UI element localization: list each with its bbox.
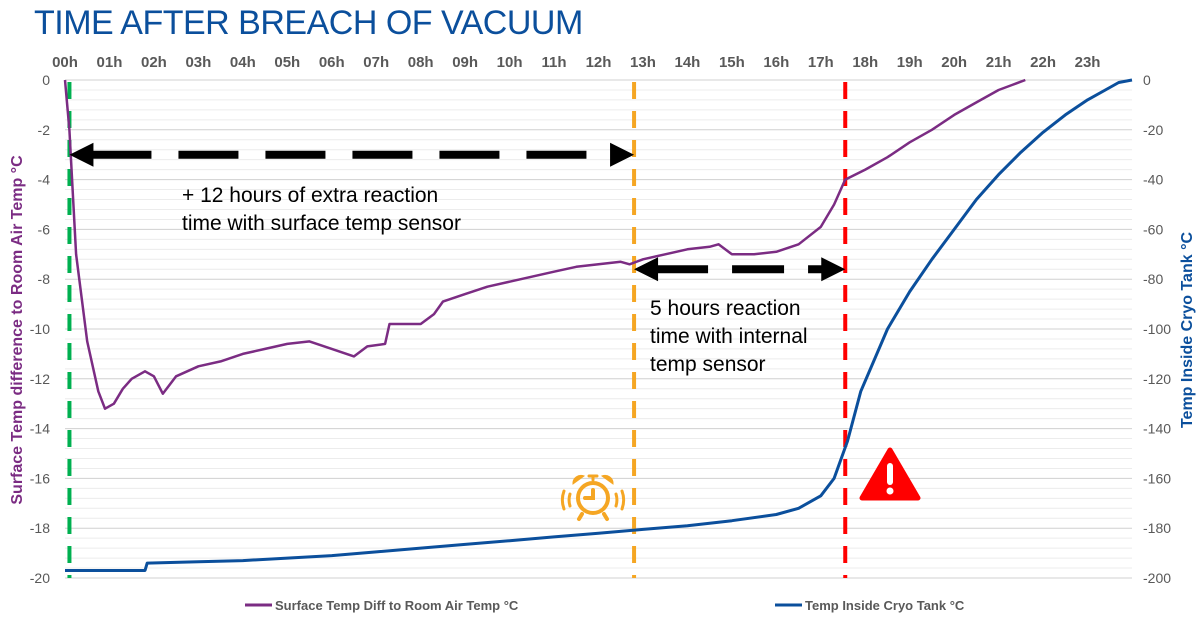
y-right-tick-label: -180 <box>1143 520 1171 536</box>
y-left-tick-label: -16 <box>30 470 50 486</box>
annotation-text: time with internal <box>650 325 808 348</box>
annotation-text: time with surface temp sensor <box>182 212 461 235</box>
warning-triangle-icon <box>859 447 921 501</box>
legend-label-tank: Temp Inside Cryo Tank °C <box>805 598 965 613</box>
x-tick-label: 13h <box>630 54 656 71</box>
y-left-tick-label: -4 <box>38 172 51 188</box>
series-lines <box>63 78 1133 572</box>
annotation-text: 5 hours reaction <box>650 297 801 320</box>
y-right-tick-label: -60 <box>1143 221 1163 237</box>
x-tick-label: 05h <box>274 54 300 71</box>
series-line-surface-temp <box>63 78 1026 410</box>
x-tick-label: 16h <box>763 54 789 71</box>
y-left-tick-label: -18 <box>30 520 50 536</box>
x-tick-label: 21h <box>986 54 1012 71</box>
annotation-text: temp sensor <box>650 353 766 376</box>
x-tick-label: 02h <box>141 54 167 71</box>
y-left-tick-label: 0 <box>42 72 50 88</box>
chart-title: TIME AFTER BREACH OF VACUUM <box>34 4 583 42</box>
y-right-tick-label: -200 <box>1143 570 1171 586</box>
y-right-tick-label: -100 <box>1143 321 1171 337</box>
y-left-tick-label: -12 <box>30 371 50 387</box>
arrow-head-left <box>69 142 94 167</box>
annotation-text: + 12 hours of extra reaction <box>182 184 438 207</box>
y-right-tick-label: -160 <box>1143 470 1171 486</box>
y-right-tick-label: 0 <box>1143 72 1151 88</box>
x-tick-label: 17h <box>808 54 834 71</box>
y-right-tick-label: -80 <box>1143 271 1163 287</box>
x-tick-label: 23h <box>1075 54 1101 71</box>
x-tick-label: 11h <box>542 54 567 71</box>
x-tick-label: 15h <box>719 54 745 71</box>
x-tick-label: 20h <box>941 54 967 71</box>
x-tick-label: 06h <box>319 54 345 71</box>
y-axis-right-label: Temp Inside Cryo Tank °C <box>1179 232 1196 429</box>
y-axis-left-label: Surface Temp difference to Room Air Temp… <box>9 155 26 505</box>
x-tick-label: 03h <box>185 54 211 71</box>
x-tick-label: 12h <box>586 54 612 71</box>
vertical-markers <box>67 82 848 578</box>
y-right-tick-label: -40 <box>1143 172 1163 188</box>
x-tick-label: 22h <box>1030 54 1056 71</box>
y-left-tick-label: -20 <box>30 570 50 586</box>
y-left-tick-label: -10 <box>30 321 50 337</box>
x-tick-label: 01h <box>97 54 123 71</box>
x-tick-label: 14h <box>674 54 700 71</box>
alarm-clock-icon <box>560 474 626 521</box>
x-tick-label: 00h <box>52 54 78 71</box>
y-left-tick-label: -8 <box>38 271 51 287</box>
y-left-tick-label: -14 <box>30 421 50 437</box>
arrow-head-right <box>821 257 846 282</box>
y-right-tick-label: -20 <box>1143 122 1163 138</box>
gridlines <box>65 79 1132 579</box>
series-line-tank-temp <box>65 78 1133 572</box>
arrow-head-right <box>610 142 635 167</box>
x-tick-label: 04h <box>230 54 256 71</box>
annotations: + 12 hours of extra reaction time with su… <box>69 142 846 376</box>
x-tick-label: 10h <box>497 54 523 71</box>
x-tick-label: 09h <box>452 54 478 71</box>
x-tick-label: 08h <box>408 54 434 71</box>
x-tick-label: 19h <box>897 54 923 71</box>
arrow-head-left <box>634 257 659 282</box>
legend-label-surface: Surface Temp Diff to Room Air Temp °C <box>275 598 519 613</box>
y-left-tick-label: -6 <box>38 221 51 237</box>
x-tick-label: 18h <box>852 54 878 71</box>
legend: Surface Temp Diff to Room Air Temp °C Te… <box>245 598 965 613</box>
y-right-tick-label: -120 <box>1143 371 1171 387</box>
axis-ticks: 0-2-4-6-8-10-12-14-16-18-200-20-40-60-80… <box>30 54 1171 586</box>
x-tick-label: 07h <box>363 54 389 71</box>
y-left-tick-label: -2 <box>38 122 51 138</box>
y-right-tick-label: -140 <box>1143 421 1171 437</box>
